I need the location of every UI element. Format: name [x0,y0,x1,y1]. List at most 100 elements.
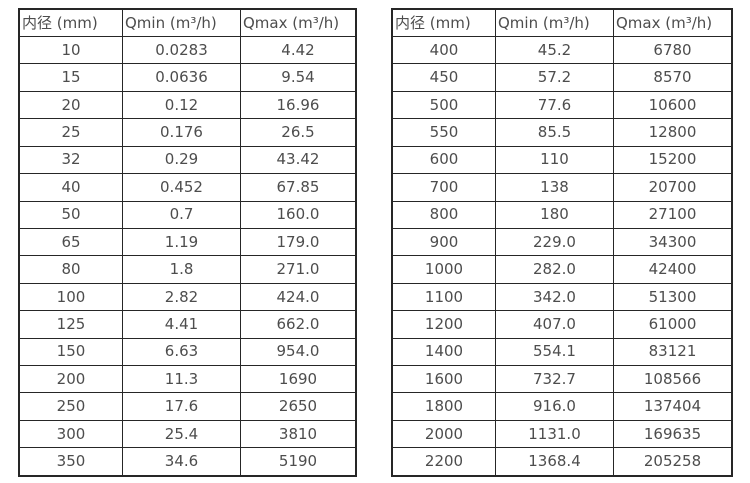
header-cell-2: Qmax (m³/h) [240,8,357,37]
table-row: 500 77.6 10600 [391,90,733,120]
table-cell-0: 2200 [391,447,496,477]
table-cell-1: 0.12 [122,90,241,120]
table-cell-2: 9.54 [240,63,357,92]
table-row: 350 34.6 5190 [18,447,357,477]
header-cell-0: 内径 (mm) [18,8,123,37]
table-cell-0: 32 [18,145,123,175]
table-cell-2: 6780 [613,35,733,65]
table-cell-2: 108566 [613,365,733,394]
table-cell-0: 200 [18,365,123,394]
table-cell-1: 1.19 [122,227,241,257]
table-cell-2: 424.0 [240,282,357,312]
table-cell-0: 250 [18,392,123,421]
table-cell-1: 1131.0 [495,419,614,449]
header-cell-0: 内径 (mm) [391,8,496,37]
table-cell-2: 271.0 [240,255,357,284]
header-row: 内径 (mm) Qmin (m³/h) Qmax (m³/h) [391,8,733,37]
table-cell-0: 20 [18,90,123,120]
table-cell-2: 61000 [613,310,733,339]
table-cell-0: 2000 [391,419,496,449]
table-row: 125 4.41 662.0 [18,310,357,339]
table-cell-2: 10600 [613,90,733,120]
table-row: 32 0.29 43.42 [18,145,357,175]
table-cell-2: 954.0 [240,337,357,367]
table-cell-0: 450 [391,63,496,92]
table-cell-0: 65 [18,227,123,257]
table-cell-0: 80 [18,255,123,284]
table-cell-2: 16.96 [240,90,357,120]
table-cell-2: 34300 [613,227,733,257]
table-cell-0: 900 [391,227,496,257]
table-cell-1: 11.3 [122,365,241,394]
table-row: 15 0.0636 9.54 [18,63,357,92]
table-row: 10 0.0283 4.42 [18,35,357,65]
table-row: 50 0.7 160.0 [18,200,357,229]
table-cell-0: 150 [18,337,123,367]
table-row: 65 1.19 179.0 [18,227,357,257]
table-cell-1: 554.1 [495,337,614,367]
table-cell-0: 1600 [391,365,496,394]
table-cell-2: 43.42 [240,145,357,175]
table-cell-1: 1.8 [122,255,241,284]
table-cell-0: 100 [18,282,123,312]
table-cell-1: 0.452 [122,173,241,202]
flow-table-large-diameters: 内径 (mm) Qmin (m³/h) Qmax (m³/h) 400 45.2 6780… [391,8,733,477]
table-cell-0: 125 [18,310,123,339]
table-cell-2: 205258 [613,447,733,477]
table-cell-0: 700 [391,173,496,202]
table-row: 400 45.2 6780 [391,35,733,65]
table-cell-1: 732.7 [495,365,614,394]
table-cell-2: 83121 [613,337,733,367]
table-cell-2: 20700 [613,173,733,202]
table-cell-1: 34.6 [122,447,241,477]
table-cell-1: 6.63 [122,337,241,367]
table-cell-2: 26.5 [240,118,357,147]
table-cell-2: 12800 [613,118,733,147]
table-cell-0: 1100 [391,282,496,312]
table-row: 1800 916.0 137404 [391,392,733,421]
table-cell-2: 8570 [613,63,733,92]
table-cell-1: 77.6 [495,90,614,120]
table-cell-1: 916.0 [495,392,614,421]
table-cell-2: 5190 [240,447,357,477]
header-cell-2: Qmax (m³/h) [613,8,733,37]
table-cell-1: 4.41 [122,310,241,339]
table-row: 300 25.4 3810 [18,419,357,449]
table-cell-0: 50 [18,200,123,229]
table-row: 1200 407.0 61000 [391,310,733,339]
table-cell-1: 85.5 [495,118,614,147]
table-cell-0: 25 [18,118,123,147]
table-cell-1: 282.0 [495,255,614,284]
table-row: 40 0.452 67.85 [18,173,357,202]
table-cell-2: 2650 [240,392,357,421]
table-cell-2: 179.0 [240,227,357,257]
header-cell-1: Qmin (m³/h) [122,8,241,37]
table-cell-1: 0.0283 [122,35,241,65]
table-row: 80 1.8 271.0 [18,255,357,284]
table-cell-0: 10 [18,35,123,65]
table-cell-1: 138 [495,173,614,202]
table-row: 200 11.3 1690 [18,365,357,394]
table-row: 550 85.5 12800 [391,118,733,147]
table-cell-0: 350 [18,447,123,477]
table-cell-2: 160.0 [240,200,357,229]
table-cell-1: 0.7 [122,200,241,229]
table-row: 800 180 27100 [391,200,733,229]
table-row: 600 110 15200 [391,145,733,175]
table-cell-0: 550 [391,118,496,147]
table-cell-1: 110 [495,145,614,175]
table-cell-1: 229.0 [495,227,614,257]
table-cell-2: 662.0 [240,310,357,339]
table-row: 700 138 20700 [391,173,733,202]
table-row: 250 17.6 2650 [18,392,357,421]
table-cell-0: 800 [391,200,496,229]
table-cell-0: 1800 [391,392,496,421]
table-cell-0: 300 [18,419,123,449]
table-cell-1: 17.6 [122,392,241,421]
table-cell-2: 42400 [613,255,733,284]
table-row: 2000 1131.0 169635 [391,419,733,449]
table-cell-1: 0.29 [122,145,241,175]
table-cell-1: 45.2 [495,35,614,65]
table-cell-2: 51300 [613,282,733,312]
